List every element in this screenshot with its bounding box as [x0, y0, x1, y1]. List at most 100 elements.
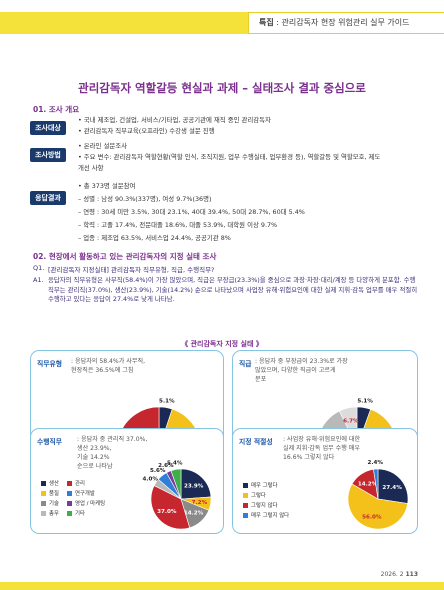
- section2-heading: 02. 현장에서 활동하고 있는 관리감독자의 지정 실태 조사: [33, 252, 217, 261]
- legend-swatch: [243, 503, 248, 508]
- legend-swatch: [67, 511, 72, 516]
- legend-item: 매우 그렇지 않다: [243, 511, 289, 519]
- footer-page: 113: [405, 571, 418, 578]
- result-line-4: – 학력 : 고졸 17.4%, 전문대졸 18.6%, 대졸 53.9%, 대…: [78, 221, 278, 229]
- legend-label: 그렇지 않다: [251, 503, 278, 509]
- legend-item: 품질: [41, 489, 59, 497]
- pie-label-0: 27.4%: [382, 485, 402, 491]
- pie-label-4: 4.0%: [142, 476, 158, 482]
- legend-item: 연구개발: [67, 489, 95, 497]
- target-line-1: • 국내 제조업, 건설업, 서비스/기타업, 공공기관에 재직 중인 관리감독…: [78, 116, 271, 124]
- method-line-1: • 온라인 설문조사: [78, 142, 127, 150]
- duty-desc-1: : 응답자 중 관리직 37.0%,: [77, 436, 148, 443]
- rank-desc-1: : 응답자 중 부장급이 23.3%로 가장: [255, 358, 348, 365]
- header-tag: 특집: [259, 18, 274, 27]
- answer-text: 응답자의 직무유형은 사무직(58.4%)이 가장 많았으며, 직급은 부장급(…: [48, 276, 418, 304]
- duty-title: 수행직무: [37, 438, 63, 446]
- result-line-5: – 업종 : 제조업 63.5%, 서비스업 24.4%, 공공기관 8%: [78, 234, 231, 242]
- tag-result: 응답결과: [30, 191, 66, 205]
- legend-swatch: [243, 493, 248, 498]
- result-line-1: • 총 373명 설문참여: [78, 182, 136, 190]
- fitness-pie-chart: 27.4% 56.0% 14.2% 2.4%: [347, 460, 409, 530]
- header-tab: 특집 : 관리감독자 현장 위험관리 실무 가이드: [248, 12, 444, 34]
- pie-label-1: 7.2%: [192, 500, 208, 506]
- pie-label-7: 5.4%: [167, 461, 183, 467]
- legend-label: 매우 그렇지 않다: [251, 513, 290, 519]
- legend-swatch: [41, 501, 46, 506]
- duty-desc-2: 생산 23.9%,: [77, 445, 112, 452]
- target-line-2: • 관리감독자 직무교육(오프라인) 수강생 설문 진행: [78, 127, 215, 135]
- chart-box-fitness: 지정 적절성 : 사업장 유해·위험요인에 대한 실제 지휘·감독 업무 수행 …: [232, 428, 418, 534]
- legend-swatch: [41, 481, 46, 486]
- result-line-2: – 성별 : 남성 90.3%(337명), 여성 9.7%(36명): [78, 195, 212, 203]
- legend-item: 기타: [67, 509, 85, 517]
- header-colon: :: [276, 18, 279, 27]
- legend-item: 매우 그렇다: [243, 481, 278, 489]
- legend-item: 총무: [41, 509, 59, 517]
- legend-swatch: [243, 483, 248, 488]
- legend-item: 그렇다: [243, 491, 266, 499]
- method-line-3: 개선 사항: [78, 164, 104, 172]
- pie-label-0: 5.1%: [159, 399, 175, 405]
- pie-label-1: 56.0%: [362, 515, 382, 521]
- duty-desc-4: 순으로 나타남: [77, 463, 113, 470]
- pie-label-3: 37.0%: [157, 509, 177, 515]
- tag-method: 조사방법: [30, 148, 66, 162]
- question-text: [관리감독자 지정실태] 관리감독자 직무유형, 직급, 수행직무?: [48, 266, 215, 274]
- footer-bar: [0, 582, 444, 590]
- legend-item: 기술: [41, 499, 59, 507]
- rank-desc-3: 분포: [255, 376, 267, 383]
- pie-label-6: 2.6%: [158, 463, 174, 469]
- pie-label-0: 23.9%: [184, 483, 204, 489]
- legend-item: 그렇지 않다: [243, 501, 278, 509]
- question-mark: Q1.: [33, 264, 45, 272]
- legend-label: 그렇다: [251, 493, 266, 499]
- legend-swatch: [67, 491, 72, 496]
- pie-slice-3: [150, 485, 191, 530]
- result-line-3: – 연령 : 30세 미만 3.5%, 30대 23.1%, 40대 39.4%…: [78, 208, 305, 216]
- pie-label-2: 14.2%: [184, 511, 204, 517]
- rank-title: 직급: [239, 360, 252, 368]
- rank-desc-2: 많았으며, 다양한 직급이 고르게: [255, 367, 336, 374]
- pie-label-3: 2.4%: [367, 460, 383, 466]
- pie-slice-0: [180, 468, 212, 500]
- fitness-desc-1: : 사업장 유해·위험요인에 대한: [283, 436, 361, 443]
- fitness-desc-3: 16.6% 그렇지 않다: [283, 454, 335, 461]
- footer-year: 2026. 2: [380, 571, 404, 578]
- legend-swatch: [67, 501, 72, 506]
- page-title: 관리감독자 역할갈등 현실과 과제 – 실태조사 결과 중심으로: [78, 81, 366, 95]
- pie-slice-0: [377, 468, 409, 504]
- tag-target: 조사대상: [30, 121, 66, 135]
- pie-label-5: 5.6%: [150, 468, 166, 474]
- pie-slice-3: [373, 468, 379, 500]
- pie-slice-7: [170, 468, 182, 500]
- pie-label-6: 6.7%: [343, 419, 359, 425]
- pie-label-2: 14.2%: [358, 482, 378, 488]
- duty-desc-3: 기술 14.2%: [77, 454, 110, 461]
- legend-label: 품질: [49, 491, 59, 497]
- method-line-2: • 주요 변수: 관리감독자 역할현황(역할 인식, 조직지원, 업무 수행실태…: [78, 153, 381, 161]
- legend-swatch: [243, 513, 248, 518]
- pie-slice-1: [347, 483, 409, 530]
- legend-label: 생산: [49, 481, 59, 487]
- section1-heading: 01. 조사 개요: [33, 105, 80, 114]
- job-type-title: 직무유형: [37, 360, 63, 368]
- chart-box-duty: 수행직무 : 응답자 중 관리직 37.0%, 생산 23.9%, 기술 14.…: [30, 428, 224, 534]
- legend-item: 생산: [41, 479, 59, 487]
- chart-banner: 《 관리감독자 지정 실태 》: [181, 340, 263, 348]
- legend-label: 연구개발: [75, 491, 95, 497]
- fitness-title: 지정 적절성: [239, 438, 273, 446]
- legend-item: 관리: [67, 479, 85, 487]
- job-type-desc-2: 현장직은 36.5%에 그침: [71, 367, 134, 374]
- legend-swatch: [41, 511, 46, 516]
- header-subtitle: 관리감독자 현장 위험관리 실무 가이드: [281, 18, 410, 27]
- legend-item: 영업 / 마케팅: [67, 499, 105, 507]
- legend-label: 영업 / 마케팅: [75, 501, 106, 507]
- legend-label: 기타: [75, 511, 85, 517]
- job-type-desc-1: : 응답자의 58.4%가 사무직,: [71, 358, 146, 365]
- page-footer: 2026. 2 113: [381, 571, 418, 578]
- legend-label: 총무: [49, 511, 59, 517]
- duty-pie-chart: 23.9% 7.2% 14.2% 37.0% 4.0% 5.6%2.6%5.4%: [142, 461, 212, 530]
- legend-label: 관리: [75, 481, 85, 487]
- legend-swatch: [67, 481, 72, 486]
